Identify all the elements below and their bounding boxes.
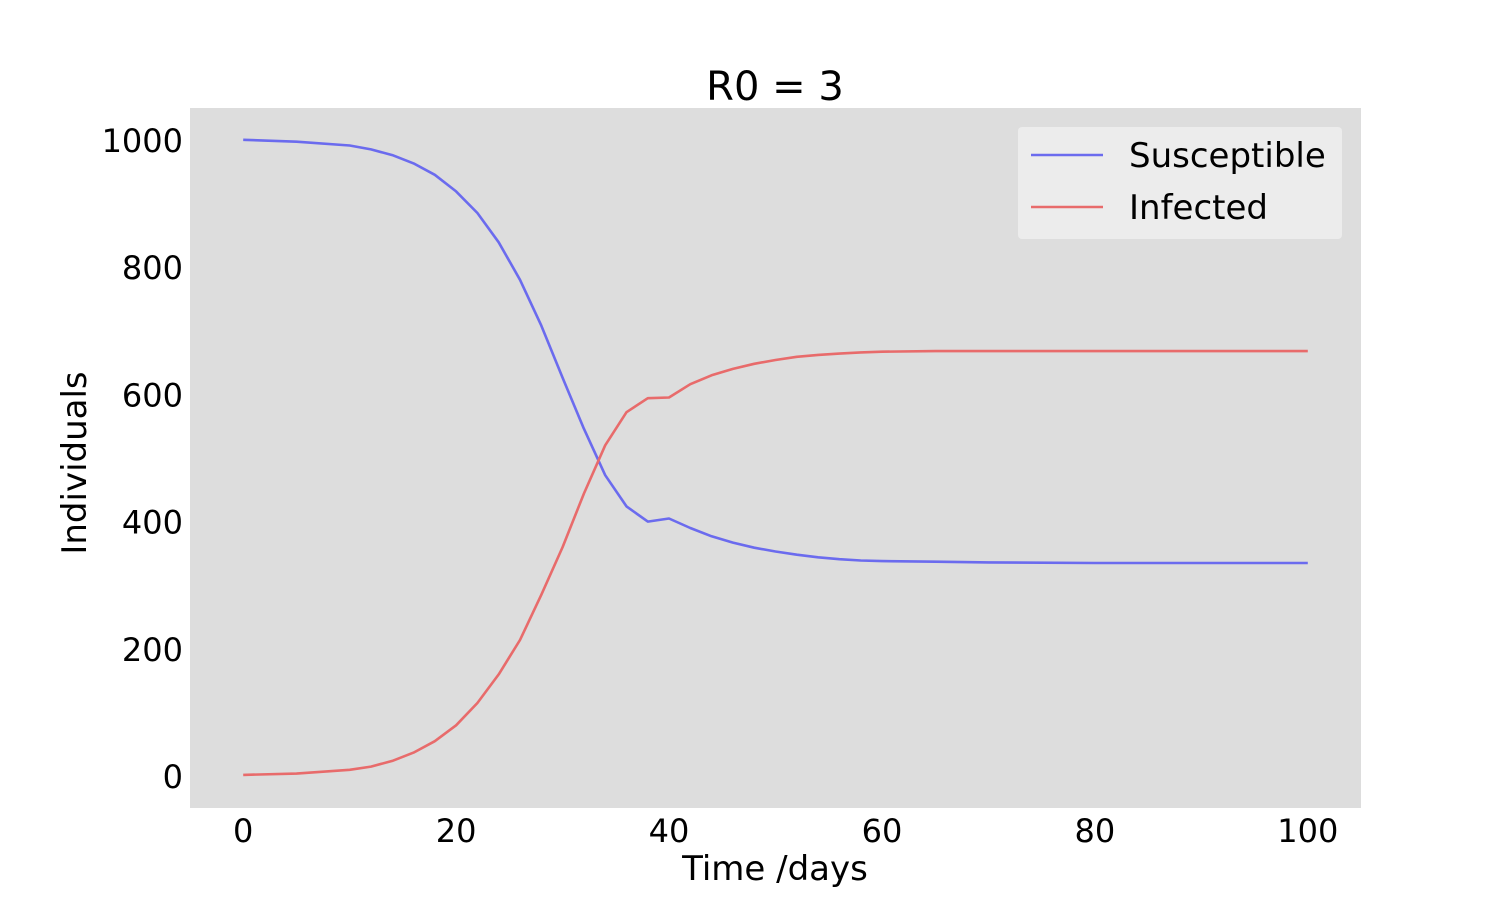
- y-tick-label: 400: [122, 504, 183, 542]
- series-lines: [243, 138, 1308, 777]
- x-tick-label: 100: [1277, 812, 1338, 850]
- chart-title: R0 = 3: [706, 64, 844, 110]
- x-tick-label: 80: [1075, 812, 1116, 850]
- x-tick-label: 60: [862, 812, 903, 850]
- x-tick-label: 40: [649, 812, 690, 850]
- legend-label-susceptible: Susceptible: [1129, 136, 1326, 176]
- y-tick-label: 600: [122, 376, 183, 414]
- x-axis-ticks: 0 20 40 60 80 100: [233, 812, 1338, 850]
- y-tick-label: 800: [122, 249, 183, 287]
- y-axis-label: Individuals: [55, 371, 95, 554]
- legend: Susceptible Infected: [1018, 127, 1342, 239]
- x-axis-label: Time /days: [681, 849, 868, 889]
- y-tick-label: 1000: [102, 122, 183, 160]
- x-tick-label: 20: [436, 812, 477, 850]
- y-tick-label: 0: [163, 758, 183, 796]
- series-line-infected: [243, 349, 1308, 777]
- y-axis-ticks: 0 200 400 600 800 1000: [102, 122, 183, 796]
- y-tick-label: 200: [122, 631, 183, 669]
- series-line-susceptible: [243, 138, 1308, 565]
- legend-label-infected: Infected: [1129, 188, 1268, 228]
- x-tick-label: 0: [233, 812, 253, 850]
